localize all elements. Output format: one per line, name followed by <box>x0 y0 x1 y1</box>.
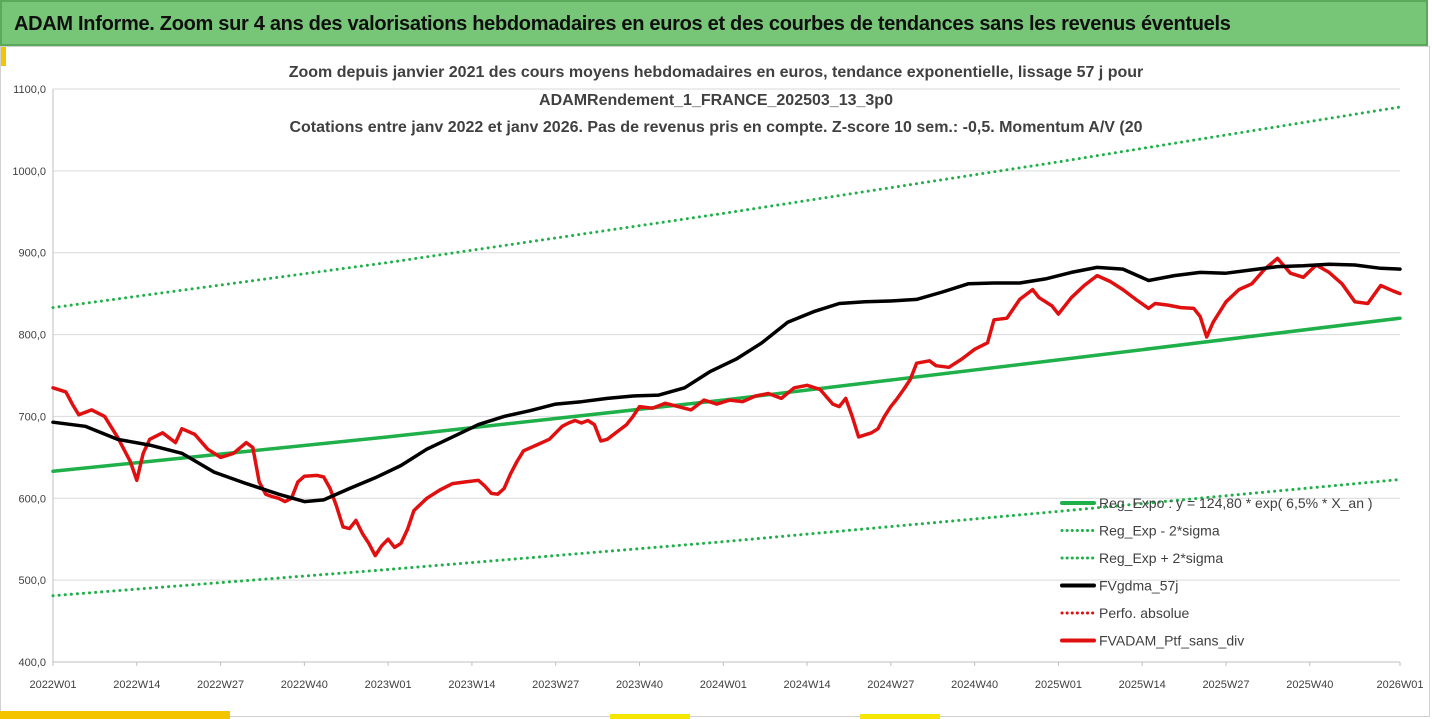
y-tick-label: 1100,0 <box>13 84 46 96</box>
x-tick-label: 2022W27 <box>197 679 244 691</box>
left-accent-bar <box>0 46 6 66</box>
x-tick-label: 2023W40 <box>616 679 663 691</box>
x-tick-label: 2022W40 <box>281 679 328 691</box>
bottom-accent-bar-2 <box>610 714 690 719</box>
legend-label: Reg_Exp - 2*sigma <box>1099 523 1220 539</box>
legend-label: Perfo. absolue <box>1099 605 1189 621</box>
x-tick-label: 2025W40 <box>1286 679 1333 691</box>
series-line-fvadam-ptf-sans-div <box>51 256 1402 558</box>
y-tick-label: 1000,0 <box>12 166 46 178</box>
y-tick-label: 900,0 <box>18 248 46 260</box>
x-tick-label: 2025W14 <box>1119 679 1166 691</box>
y-tick-label: 600,0 <box>18 493 46 505</box>
report-header: ADAM Informe. Zoom sur 4 ans des valoris… <box>0 0 1428 46</box>
x-tick-label: 2023W01 <box>365 679 412 691</box>
chart-title-line-2: ADAMRendement_1_FRANCE_202503_13_3p0 <box>539 92 893 109</box>
series-line-reg-expo-y-124-80-exp-6- <box>51 316 1402 474</box>
x-tick-label: 2025W27 <box>1202 679 1249 691</box>
series-line-fvgdma-57j <box>51 262 1402 504</box>
legend-label: FVADAM_Ptf_sans_div <box>1099 633 1244 649</box>
series-line-reg-exp-2-sigma <box>51 478 1402 598</box>
x-tick-label: 2024W01 <box>700 679 747 691</box>
bottom-accent-bar-3 <box>860 714 940 719</box>
bottom-accent-bar <box>0 711 230 719</box>
x-tick-label: 2022W14 <box>113 679 160 691</box>
chart-title-line-1: Zoom depuis janvier 2021 des cours moyen… <box>288 64 1144 81</box>
x-tick-label: 2024W27 <box>867 679 914 691</box>
x-tick-label: 2024W40 <box>951 679 998 691</box>
y-tick-label: 800,0 <box>18 330 46 342</box>
chart-frame <box>0 46 1430 717</box>
x-tick-label: 2023W27 <box>532 679 579 691</box>
legend-label: Reg_Expo : y = 124,80 * exp( 6,5% * X_an… <box>1099 495 1373 511</box>
y-tick-label: 400,0 <box>18 657 46 669</box>
series-line-reg-exp-2-sigma <box>51 105 1402 310</box>
x-tick-label: 2023W14 <box>448 679 495 691</box>
y-tick-label: 700,0 <box>18 411 46 423</box>
x-tick-label: 2022W01 <box>29 679 76 691</box>
y-tick-label: 500,0 <box>18 575 46 587</box>
report-title: ADAM Informe. Zoom sur 4 ans des valoris… <box>14 13 1231 35</box>
x-tick-label: 2024W14 <box>784 679 831 691</box>
x-tick-label: 2026W01 <box>1376 679 1423 691</box>
legend-label: Reg_Exp + 2*sigma <box>1099 550 1223 566</box>
chart-title-line-3: Cotations entre janv 2022 et janv 2026. … <box>289 119 1143 136</box>
legend-label: FVgdma_57j <box>1099 578 1178 594</box>
x-tick-label: 2025W01 <box>1035 679 1082 691</box>
